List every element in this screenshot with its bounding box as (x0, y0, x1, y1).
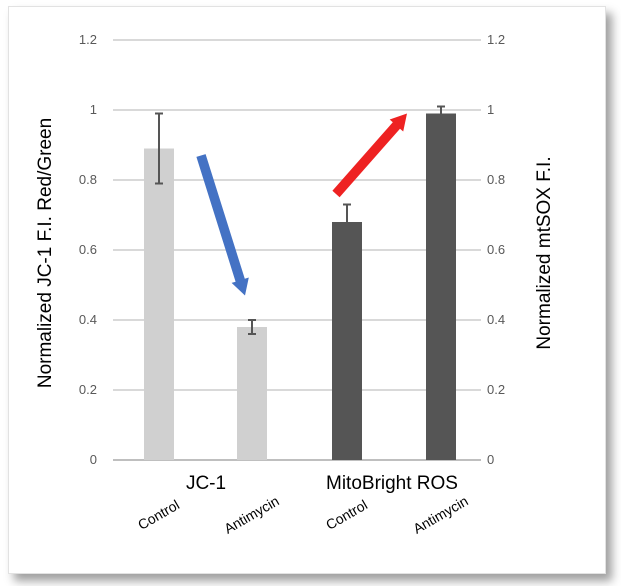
y-tick-label: 0.6 (79, 242, 97, 257)
group-label: MitoBright ROS (326, 473, 458, 494)
y-tick-label: 0 (90, 452, 97, 467)
bar-chart: 0 0.2 0.4 0.6 0.8 1 1.2 0 0.2 0.4 0.6 0.8 1 1.2 JC-1… (35, 32, 555, 537)
bar (144, 148, 174, 460)
y-axis-title: Normalized JC-1 F.I. Red/Green (35, 118, 56, 388)
y2-tick-label: 1.2 (487, 32, 505, 47)
error-bars (155, 105, 445, 335)
y2-tick-label: 0.6 (487, 242, 505, 257)
y-tick-label: 0.4 (79, 312, 97, 327)
secondary-y-axis-title: Normalized mtSOX F.I. (534, 156, 555, 349)
trend-arrows (196, 113, 407, 296)
category-label: Antimycin (221, 493, 282, 537)
up-arrow (332, 113, 407, 198)
y2-tick-label: 0.2 (487, 382, 505, 397)
y2-tick-label: 1 (487, 102, 494, 117)
y-tick-label: 0.2 (79, 382, 97, 397)
left-y-axis-ticks: 0 0.2 0.4 0.6 0.8 1 1.2 (79, 32, 97, 467)
chart-frame: 0 0.2 0.4 0.6 0.8 1 1.2 0 0.2 0.4 0.6 0.8 1 1.2 JC-1… (8, 6, 606, 574)
category-label: Antimycin (410, 493, 471, 537)
category-label: Control (323, 496, 370, 532)
y2-tick-label: 0.4 (487, 312, 505, 327)
y-tick-label: 1 (90, 102, 97, 117)
gridlines (113, 39, 481, 461)
down-arrow (196, 154, 249, 296)
y-tick-label: 0.8 (79, 172, 97, 187)
group-label: JC-1 (186, 473, 226, 494)
y2-tick-label: 0 (487, 452, 494, 467)
right-y-axis-ticks: 0 0.2 0.4 0.6 0.8 1 1.2 (487, 32, 505, 467)
bar (237, 327, 267, 460)
bar (426, 113, 456, 460)
bars (144, 113, 456, 460)
category-label: Control (135, 496, 182, 532)
y2-tick-label: 0.8 (487, 172, 505, 187)
y-tick-label: 1.2 (79, 32, 97, 47)
bar (332, 222, 362, 460)
